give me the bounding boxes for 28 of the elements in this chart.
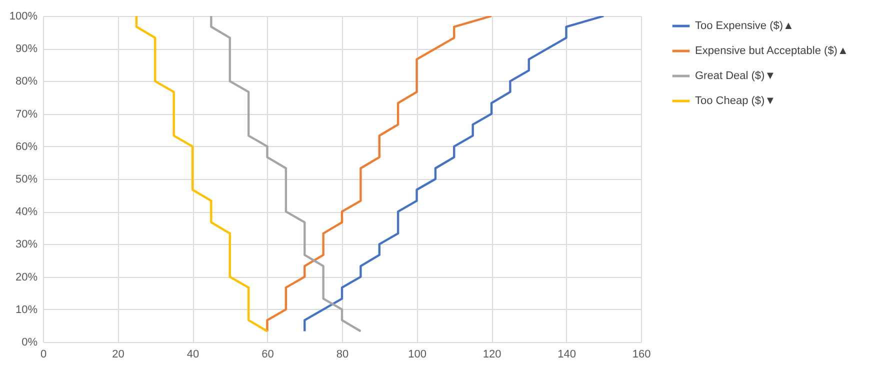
legend-label: Too Expensive ($)▲ <box>695 20 794 32</box>
line-series <box>266 16 493 332</box>
x-tick-label: 140 <box>558 348 576 360</box>
x-tick-label: 160 <box>632 348 651 360</box>
legend-label: Expensive but Acceptable ($)▲ <box>695 45 848 57</box>
y-tick-label: 50% <box>15 174 38 186</box>
x-tick-label: 80 <box>336 348 349 360</box>
line-series <box>304 16 605 332</box>
y-tick-label: 80% <box>15 76 38 88</box>
y-tick-label: 20% <box>15 271 38 284</box>
line-series <box>135 16 268 332</box>
x-tick-label: 100 <box>408 348 426 360</box>
y-tick-label: 10% <box>15 304 38 316</box>
x-tick-label: 20 <box>112 348 124 360</box>
y-tick-label: 100% <box>9 10 38 22</box>
x-tick-label: 60 <box>262 348 274 360</box>
y-tick-label: 70% <box>15 108 38 120</box>
legend-label: Great Deal ($)▼ <box>695 70 776 82</box>
y-tick-label: 40% <box>15 206 38 218</box>
x-tick-label: 40 <box>186 348 200 360</box>
line-series <box>210 16 362 332</box>
x-tick-label: 120 <box>482 348 502 360</box>
x-tick-label: 0 <box>40 348 47 360</box>
y-tick-label: 0% <box>22 336 38 348</box>
y-tick-label: 60% <box>15 140 38 153</box>
y-tick-label: 30% <box>15 238 38 251</box>
y-tick-label: 90% <box>15 43 38 56</box>
legend-label: Too Cheap ($)▼ <box>695 95 776 107</box>
